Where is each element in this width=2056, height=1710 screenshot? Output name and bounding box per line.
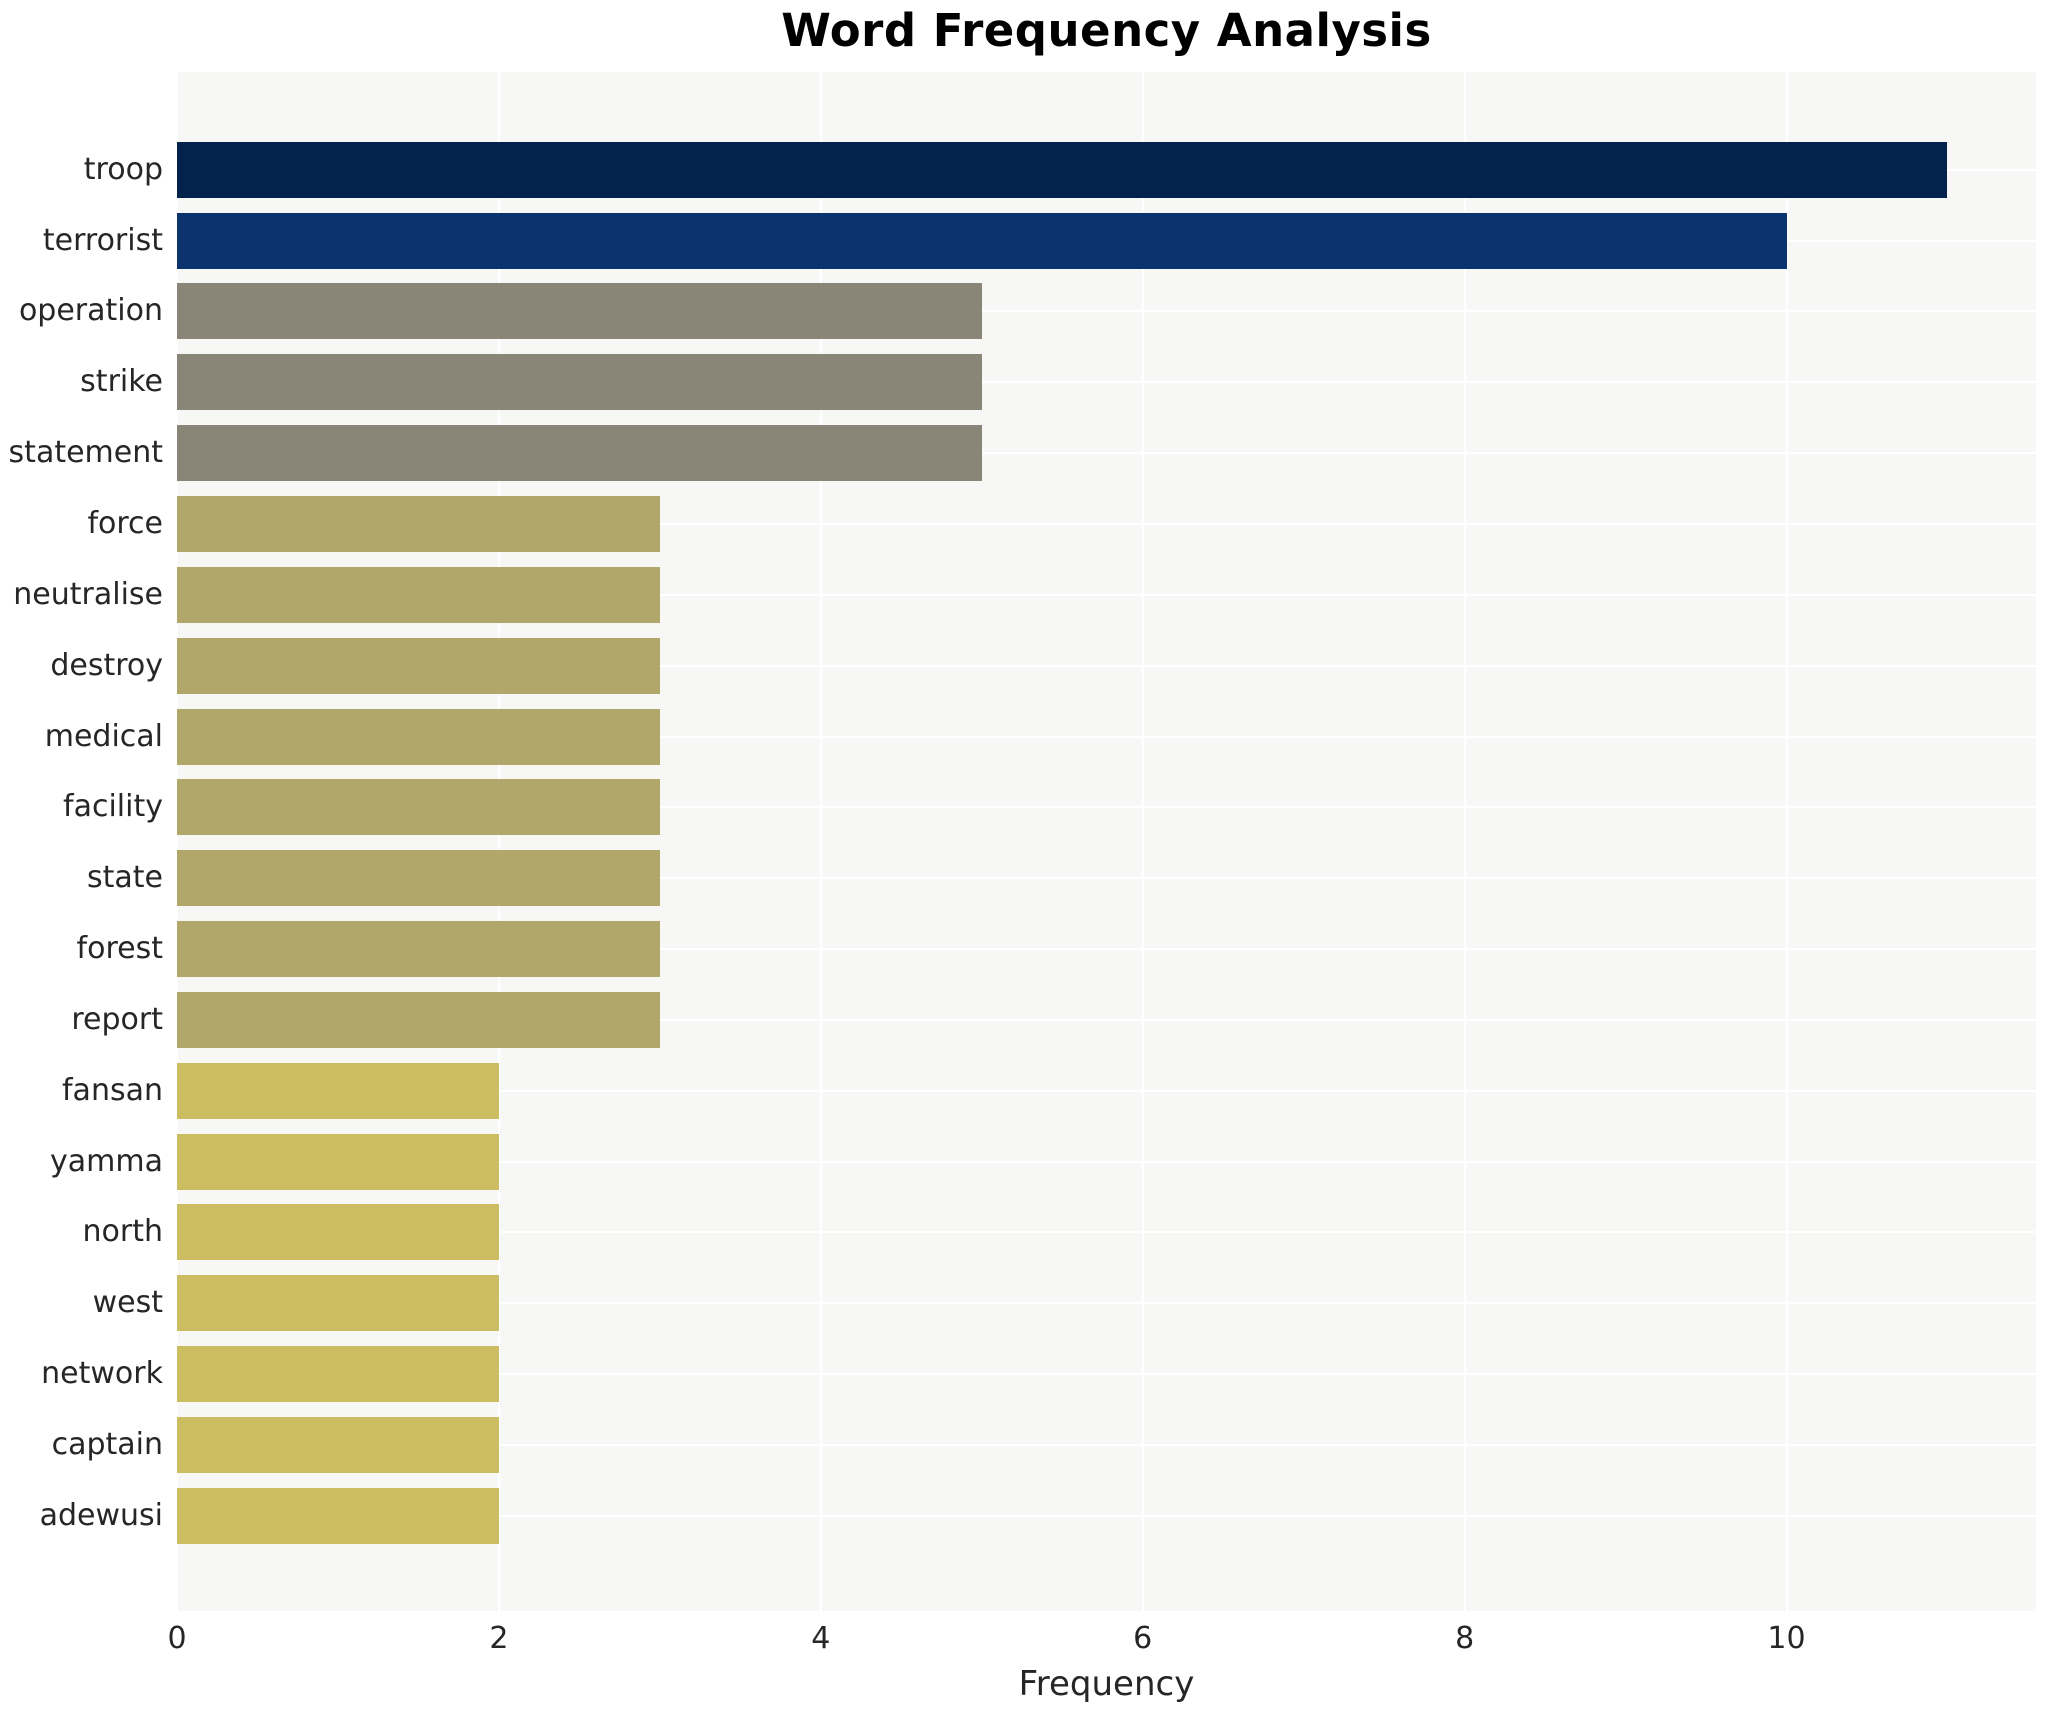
y-gridline <box>177 1160 2036 1163</box>
y-tick-label-captain: captain <box>51 1427 163 1462</box>
y-tick-label-west: west <box>92 1285 163 1321</box>
bar-north <box>177 1204 499 1261</box>
bar-troop <box>177 141 1948 198</box>
bar-force <box>177 495 660 552</box>
y-tick-label-operation: operation <box>18 293 163 329</box>
y-tick-label-force: force <box>87 505 163 541</box>
bar-report <box>177 991 660 1048</box>
bar-medical <box>177 708 660 765</box>
bar-terrorist <box>177 212 1787 269</box>
y-tick-label-destroy: destroy <box>50 647 163 683</box>
y-tick-label-report: report <box>71 1001 163 1037</box>
y-gridline <box>177 381 2036 384</box>
y-tick-label-medical: medical <box>44 718 163 754</box>
x-tick-label-2: 2 <box>489 1621 509 1656</box>
x-gridline <box>1463 72 1466 1611</box>
y-tick-label-troop: troop <box>83 151 163 187</box>
y-gridline <box>177 806 2036 809</box>
y-gridline <box>177 1089 2036 1092</box>
bar-facility <box>177 779 660 836</box>
x-gridline <box>819 72 822 1611</box>
y-tick-label-strike: strike <box>80 364 163 400</box>
x-tick-label-8: 8 <box>1455 1621 1475 1656</box>
y-tick-label-adewusi: adewusi <box>39 1497 163 1533</box>
bar-captain <box>177 1417 499 1473</box>
x-gridline <box>1141 72 1144 1611</box>
y-gridline <box>177 1302 2036 1305</box>
y-gridline <box>177 1231 2036 1234</box>
y-tick-label-terrorist: terrorist <box>42 222 163 258</box>
y-gridline <box>177 735 2036 738</box>
y-tick-label-yamma: yamma <box>50 1143 163 1179</box>
bar-statement <box>177 425 982 482</box>
bar-operation <box>177 283 982 340</box>
y-tick-label-state: state <box>87 860 163 896</box>
bar-strike <box>177 354 982 411</box>
x-gridline <box>1785 72 1788 1611</box>
y-gridline <box>177 664 2036 667</box>
y-gridline <box>177 522 2036 525</box>
y-gridline <box>177 452 2036 455</box>
y-tick-label-forest: forest <box>76 931 163 967</box>
x-tick-label-10: 10 <box>1767 1621 1806 1656</box>
bar-network <box>177 1346 499 1403</box>
bar-destroy <box>177 637 660 694</box>
y-tick-label-network: network <box>41 1356 163 1392</box>
x-tick-label-0: 0 <box>167 1621 187 1656</box>
bar-forest <box>177 921 660 978</box>
x-gridline <box>176 72 178 1611</box>
bar-fansan <box>177 1062 499 1119</box>
x-tick-label-4: 4 <box>811 1621 831 1656</box>
plot-area <box>176 72 2036 1611</box>
y-tick-label-neutralise: neutralise <box>13 576 163 612</box>
y-gridline <box>177 1514 2036 1517</box>
y-gridline <box>177 948 2036 951</box>
y-gridline <box>177 593 2036 596</box>
bar-yamma <box>177 1133 499 1190</box>
y-gridline <box>177 877 2036 880</box>
bar-west <box>177 1275 499 1332</box>
bar-adewusi <box>177 1487 499 1544</box>
x-tick-label-6: 6 <box>1133 1621 1153 1656</box>
y-gridline <box>177 1018 2036 1021</box>
bar-state <box>177 850 660 907</box>
bar-neutralise <box>177 566 660 623</box>
y-gridline <box>177 1373 2036 1376</box>
y-tick-label-fansan: fansan <box>62 1072 163 1108</box>
x-gridline <box>497 72 500 1611</box>
y-tick-label-statement: statement <box>8 435 163 471</box>
y-gridline <box>177 1444 2036 1446</box>
chart-title: Word Frequency Analysis <box>781 4 1432 57</box>
y-gridline <box>177 310 2036 313</box>
x-axis-title: Frequency <box>1018 1664 1195 1704</box>
y-tick-label-facility: facility <box>63 789 163 825</box>
y-tick-label-north: north <box>82 1214 163 1250</box>
